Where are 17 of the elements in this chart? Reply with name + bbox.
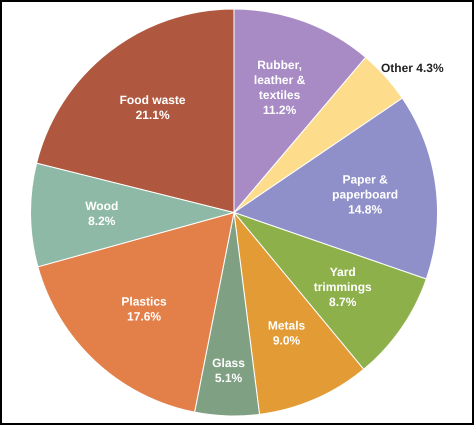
data-label: 9.0% bbox=[272, 334, 301, 348]
slice-label: Glass bbox=[212, 356, 246, 370]
slice-label: Wood bbox=[85, 198, 118, 213]
data-label: 14.8% bbox=[348, 202, 382, 216]
slice-label: Other 4.3% bbox=[380, 60, 444, 75]
data-label: 17.6% bbox=[127, 309, 162, 324]
slice-label: Paper & paperboard bbox=[332, 172, 398, 202]
slice-label: Rubber, leather & textiles bbox=[254, 58, 306, 102]
slice-label: Metals bbox=[268, 318, 306, 333]
slice-label: Yard trimmings bbox=[314, 265, 372, 294]
slice-label: Plastics bbox=[121, 294, 168, 308]
slice-label: Food waste bbox=[120, 93, 186, 108]
data-label: 21.1% bbox=[136, 108, 170, 122]
data-label: 8.7% bbox=[329, 295, 357, 310]
data-label: 11.2% bbox=[262, 103, 297, 118]
data-label: 5.1% bbox=[214, 370, 243, 385]
data-label: 8.2% bbox=[88, 214, 116, 228]
